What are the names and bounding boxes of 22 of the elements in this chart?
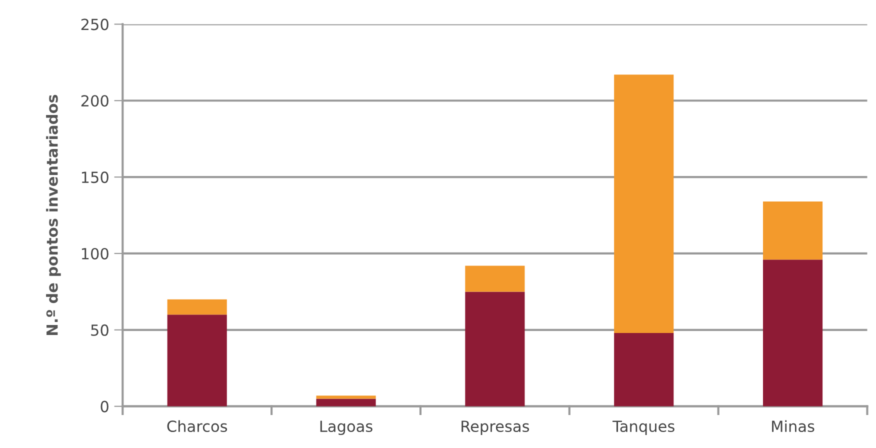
bar [614, 332, 674, 406]
y-tick-label: 0 [100, 400, 108, 412]
y-tick-label: 50 [91, 324, 108, 336]
bar [465, 266, 525, 292]
bar [762, 202, 823, 260]
x-tick-label: Charcos [167, 420, 228, 432]
bar [316, 398, 376, 406]
y-tick-label: 200 [81, 95, 108, 107]
x-tick-label: Represas [462, 420, 530, 436]
x-tick-label: Minas [772, 420, 814, 432]
bar [167, 314, 227, 406]
bar [316, 396, 376, 399]
bar [762, 260, 823, 406]
y-tick-label: 100 [82, 248, 108, 260]
bar [614, 74, 674, 333]
bar [167, 299, 227, 315]
y-axis-title: N.º de pontos inventariados [46, 94, 61, 335]
x-tick-label: Lagoas [320, 420, 372, 436]
y-tick-label: 150 [82, 172, 108, 184]
x-tick-label: Tanques [612, 420, 674, 436]
y-tick-label: 250 [81, 18, 108, 30]
bar [465, 292, 525, 406]
